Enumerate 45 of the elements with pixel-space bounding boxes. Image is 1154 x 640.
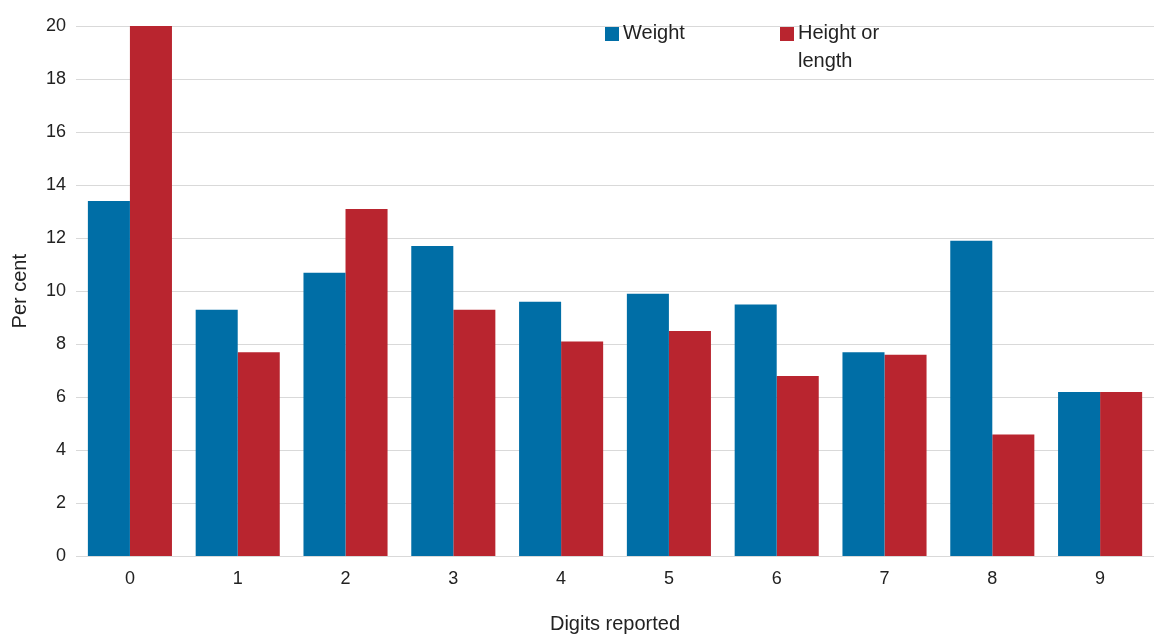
bar <box>776 376 819 556</box>
legend-label: Weight <box>623 20 686 45</box>
bar <box>884 354 927 556</box>
x-tick-label: 2 <box>340 568 351 589</box>
bar <box>950 240 993 556</box>
x-tick-label: 4 <box>556 568 567 589</box>
bar <box>992 434 1035 556</box>
x-tick-label: 3 <box>448 568 459 589</box>
y-tick-label: 14 <box>45 174 67 195</box>
y-tick-label: 6 <box>56 386 67 407</box>
legend-label: Height or length <box>798 20 881 73</box>
bar <box>303 272 346 556</box>
bar <box>561 341 604 556</box>
y-tick-label: 4 <box>56 439 67 460</box>
y-tick-label: 20 <box>45 14 67 35</box>
bar <box>734 304 777 556</box>
x-axis-title: Digits reported <box>549 611 681 634</box>
x-tick-label: 0 <box>124 568 135 589</box>
bar <box>668 330 711 556</box>
bar <box>842 352 885 556</box>
y-tick-label: 16 <box>45 121 67 142</box>
bar <box>1100 391 1143 556</box>
y-tick-label: 8 <box>56 333 67 354</box>
bar <box>129 26 172 556</box>
x-tick-label: 7 <box>879 568 890 589</box>
y-axis-title: Per cent <box>7 253 30 329</box>
x-tick-label: 8 <box>987 568 998 589</box>
bar <box>453 309 496 556</box>
y-tick-label: 0 <box>56 545 67 566</box>
bar <box>626 293 669 556</box>
x-tick-label: 6 <box>771 568 782 589</box>
x-tick-label: 9 <box>1095 568 1106 589</box>
bar <box>1058 391 1101 556</box>
bar <box>195 309 238 556</box>
y-tick-label: 12 <box>45 227 67 248</box>
bar <box>87 201 130 556</box>
y-tick-label: 10 <box>45 280 67 301</box>
bar <box>345 208 388 556</box>
bar <box>519 301 562 556</box>
y-tick-label: 2 <box>56 492 67 513</box>
y-tick-label: 18 <box>45 68 67 89</box>
x-tick-label: 5 <box>663 568 674 589</box>
bar <box>237 352 280 556</box>
x-tick-label: 1 <box>232 568 243 589</box>
bar <box>411 246 454 556</box>
